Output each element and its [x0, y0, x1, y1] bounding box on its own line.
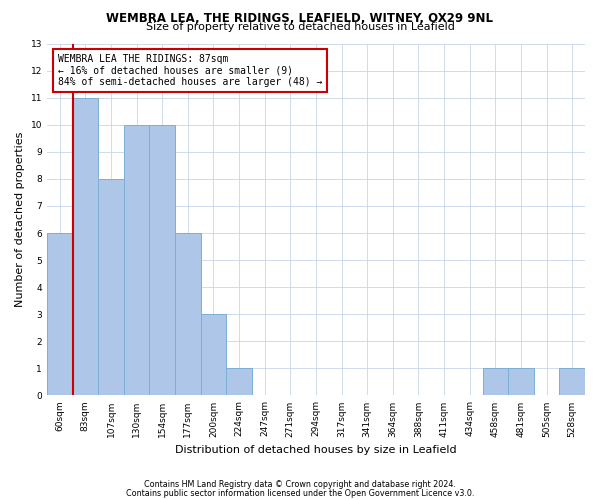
Bar: [47, 233, 73, 396]
Bar: [175, 233, 200, 396]
Bar: [508, 368, 534, 396]
Bar: [482, 368, 508, 396]
Bar: [124, 124, 149, 396]
Text: Contains public sector information licensed under the Open Government Licence v3: Contains public sector information licen…: [126, 488, 474, 498]
Text: Size of property relative to detached houses in Leafield: Size of property relative to detached ho…: [146, 22, 454, 32]
X-axis label: Distribution of detached houses by size in Leafield: Distribution of detached houses by size …: [175, 445, 457, 455]
Text: WEMBRA LEA, THE RIDINGS, LEAFIELD, WITNEY, OX29 9NL: WEMBRA LEA, THE RIDINGS, LEAFIELD, WITNE…: [107, 12, 493, 26]
Bar: [200, 314, 226, 396]
Bar: [559, 368, 585, 396]
Bar: [98, 179, 124, 396]
Text: Contains HM Land Registry data © Crown copyright and database right 2024.: Contains HM Land Registry data © Crown c…: [144, 480, 456, 489]
Bar: [149, 124, 175, 396]
Text: WEMBRA LEA THE RIDINGS: 87sqm
← 16% of detached houses are smaller (9)
84% of se: WEMBRA LEA THE RIDINGS: 87sqm ← 16% of d…: [58, 54, 322, 88]
Bar: [226, 368, 252, 396]
Bar: [73, 98, 98, 396]
Y-axis label: Number of detached properties: Number of detached properties: [15, 132, 25, 307]
